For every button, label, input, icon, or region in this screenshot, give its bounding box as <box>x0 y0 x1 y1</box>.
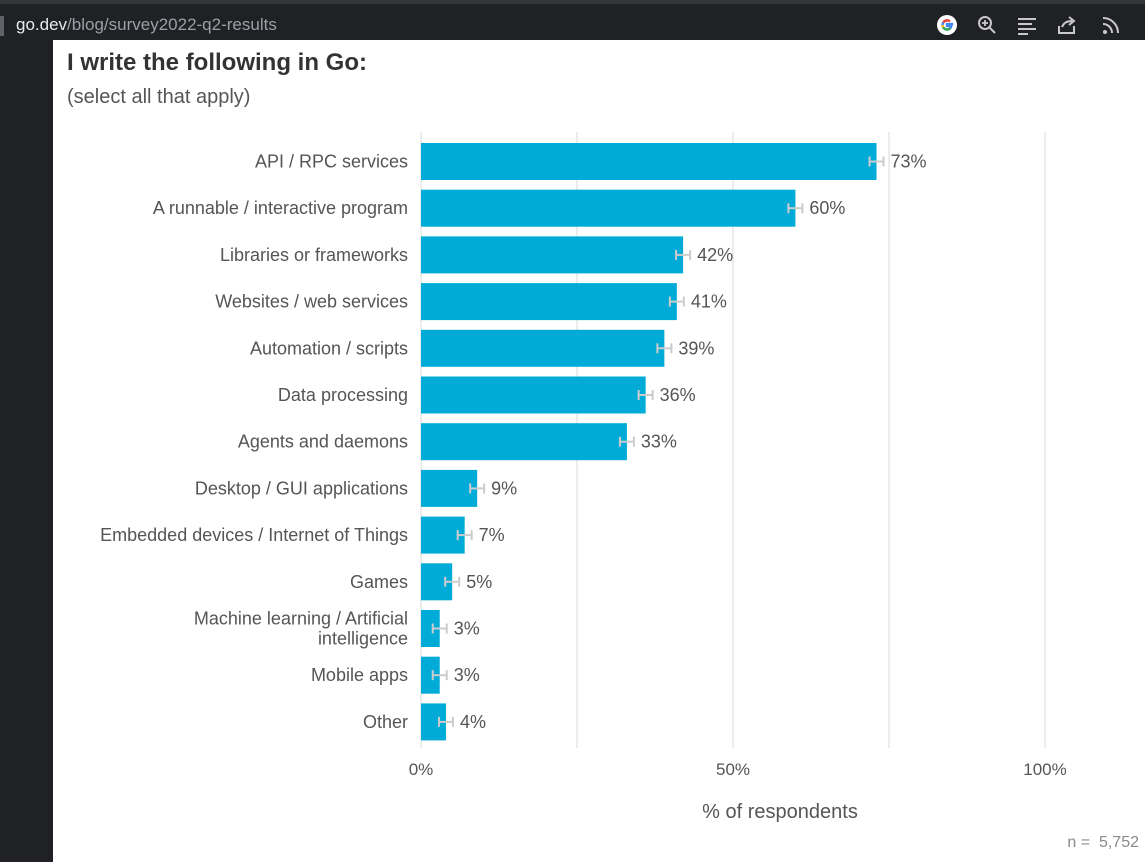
error-bar <box>431 623 448 634</box>
category-label: Data processing <box>278 385 408 405</box>
value-label: 3% <box>454 665 480 685</box>
error-bar <box>618 436 635 447</box>
google-icon[interactable] <box>936 14 958 36</box>
error-bar <box>637 390 654 400</box>
bar <box>421 189 796 227</box>
value-label: 33% <box>641 432 677 452</box>
error-bar <box>668 296 685 307</box>
chart-title: I write the following in Go: <box>67 49 367 76</box>
value-label: 3% <box>454 619 480 639</box>
x-tick-label: 100% <box>1023 760 1066 779</box>
category-label: A runnable / interactive program <box>153 198 408 218</box>
bar <box>421 236 684 274</box>
error-bar <box>431 670 448 681</box>
chart-subtitle: (select all that apply) <box>67 86 251 108</box>
tab-edge <box>0 16 4 36</box>
x-axis-ticks: 0% 50% 100% <box>409 760 1067 779</box>
bar <box>421 610 440 647</box>
value-label: 73% <box>891 152 927 172</box>
value-label: 41% <box>691 292 727 312</box>
bar-chart: 73% 60% 42% 41% 39% 36% 33% 9% 7% 5% 3% 3% 4% API / … <box>100 132 1067 823</box>
browser-toolbar: go.dev/blog/survey2022-q2-results <box>0 0 1145 40</box>
x-axis-title: % of respondents <box>702 801 858 823</box>
x-tick-label: 50% <box>716 760 750 779</box>
category-label: Games <box>350 572 408 592</box>
chart-area: 73% 60% 42% 41% 39% 36% 33% 9% 7% 5% 3% 3% 4% API / … <box>53 40 1145 862</box>
bars: 73% 60% 42% 41% 39% 36% 33% 9% 7% 5% 3% 3% 4% <box>421 143 927 741</box>
bar <box>421 376 646 414</box>
x-tick-label: 0% <box>409 760 434 779</box>
bar <box>421 283 677 321</box>
bar <box>421 656 440 694</box>
sample-size-note: n = 5,752 <box>1067 834 1139 851</box>
share-icon[interactable] <box>1056 14 1078 36</box>
url-host: go.dev <box>16 15 68 34</box>
url-path: /blog/survey2022-q2-results <box>67 15 277 34</box>
value-label: 39% <box>678 338 714 358</box>
error-bar <box>656 343 673 354</box>
bar <box>421 423 627 461</box>
value-label: 60% <box>809 198 845 218</box>
category-label: Automation / scripts <box>250 338 408 358</box>
address-bar[interactable]: go.dev/blog/survey2022-q2-results <box>0 8 1145 40</box>
zoom-icon[interactable] <box>976 14 998 36</box>
value-label: 4% <box>460 712 486 732</box>
error-bar <box>469 483 486 494</box>
left-sidebar <box>0 40 53 862</box>
error-bar <box>444 576 461 587</box>
category-label: Mobile apps <box>311 665 408 685</box>
bar <box>421 329 665 367</box>
url-text[interactable]: go.dev/blog/survey2022-q2-results <box>16 15 277 35</box>
bar <box>421 469 478 507</box>
category-label: Other <box>363 712 408 732</box>
reader-mode-icon[interactable] <box>1016 14 1038 36</box>
category-label: Embedded devices / Internet of Things <box>100 525 408 545</box>
category-label: Libraries or frameworks <box>220 245 408 265</box>
error-bar <box>868 156 885 167</box>
error-bar <box>437 716 454 727</box>
error-bar <box>675 249 692 260</box>
value-label: 5% <box>466 572 492 592</box>
category-label: API / RPC services <box>255 152 408 172</box>
value-label: 9% <box>491 478 517 498</box>
category-label: Desktop / GUI applications <box>195 478 408 498</box>
category-label: Websites / web services <box>215 292 408 312</box>
bar <box>421 143 877 180</box>
value-label: 7% <box>479 525 505 545</box>
error-bar <box>456 530 473 541</box>
category-label: Agents and daemons <box>238 432 408 452</box>
category-label: Machine learning / Artificial intelligenc… <box>194 609 408 649</box>
rss-icon[interactable] <box>1100 14 1122 36</box>
error-bar <box>787 203 804 214</box>
value-label: 42% <box>697 245 733 265</box>
value-label: 36% <box>660 385 696 405</box>
category-labels: API / RPC services A runnable / interacti… <box>100 152 408 732</box>
